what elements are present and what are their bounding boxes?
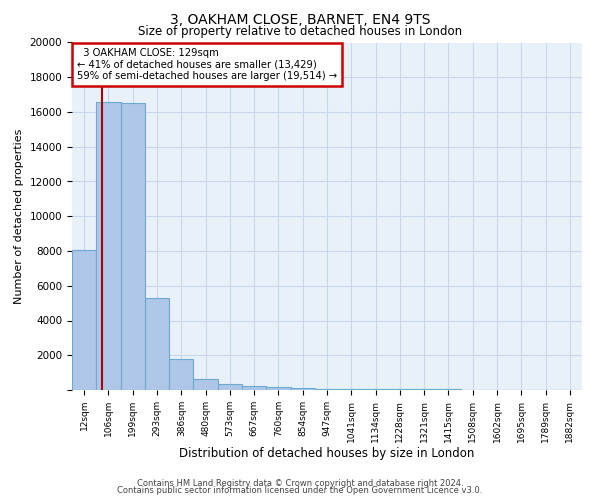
Bar bbox=[218, 384, 242, 390]
Text: Contains public sector information licensed under the Open Government Licence v3: Contains public sector information licen… bbox=[118, 486, 482, 495]
X-axis label: Distribution of detached houses by size in London: Distribution of detached houses by size … bbox=[179, 448, 475, 460]
Bar bbox=[193, 379, 218, 390]
Bar bbox=[290, 388, 315, 390]
Bar bbox=[145, 298, 169, 390]
Bar bbox=[169, 358, 193, 390]
Bar bbox=[364, 389, 388, 390]
Text: 3 OAKHAM CLOSE: 129sqm
← 41% of detached houses are smaller (13,429)
59% of semi: 3 OAKHAM CLOSE: 129sqm ← 41% of detached… bbox=[77, 48, 337, 81]
Bar bbox=[388, 389, 412, 390]
Text: Size of property relative to detached houses in London: Size of property relative to detached ho… bbox=[138, 25, 462, 38]
Y-axis label: Number of detached properties: Number of detached properties bbox=[14, 128, 24, 304]
Text: 3, OAKHAM CLOSE, BARNET, EN4 9TS: 3, OAKHAM CLOSE, BARNET, EN4 9TS bbox=[170, 12, 430, 26]
Bar bbox=[266, 388, 290, 390]
Bar bbox=[315, 388, 339, 390]
Bar bbox=[242, 386, 266, 390]
Bar bbox=[96, 102, 121, 390]
Bar bbox=[339, 389, 364, 390]
Text: Contains HM Land Registry data © Crown copyright and database right 2024.: Contains HM Land Registry data © Crown c… bbox=[137, 478, 463, 488]
Bar bbox=[121, 104, 145, 390]
Bar bbox=[72, 250, 96, 390]
